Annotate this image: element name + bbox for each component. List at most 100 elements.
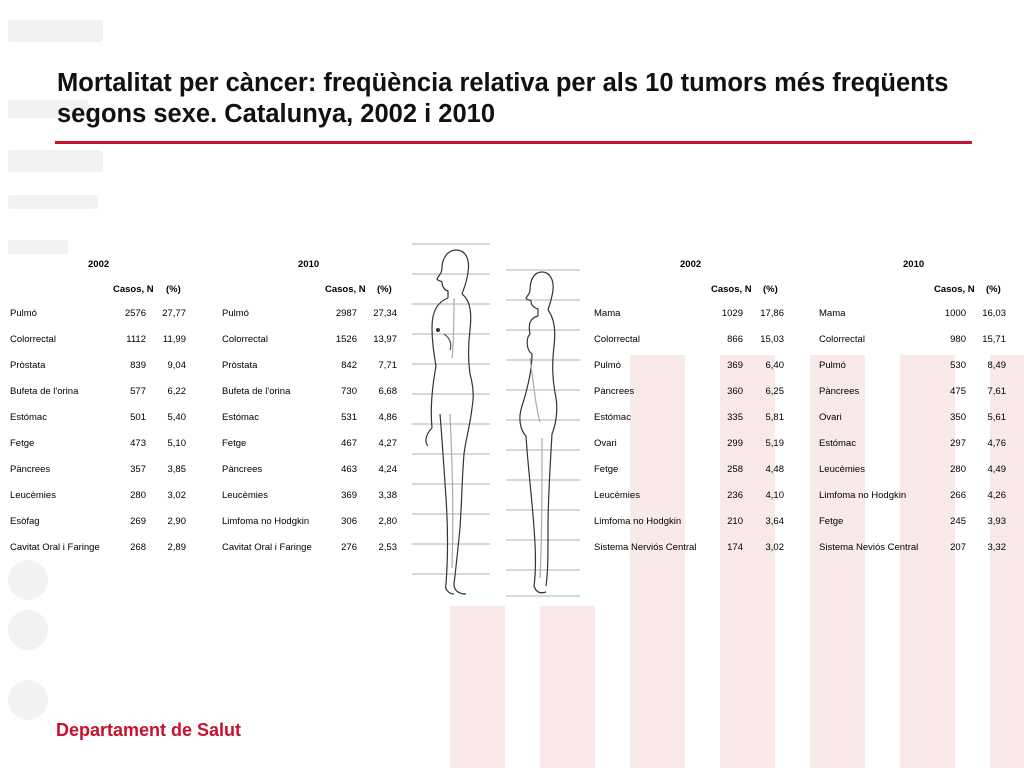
women-2010-percent: 4,49 — [987, 464, 1007, 475]
men-2010-tumor-name: Fetge — [222, 438, 247, 449]
women-2002-percent: 4,48 — [765, 464, 785, 475]
men-2002-cases: 501 — [130, 412, 146, 423]
men-2010-cases: 467 — [341, 438, 357, 449]
men-2002-tumor-name: Fetge — [10, 438, 35, 449]
men-2010-cases: 730 — [341, 386, 357, 397]
women-2010-cases: 245 — [950, 516, 966, 527]
men-2010-tumor-name: Pròstata — [222, 360, 258, 371]
men-2010-tumor-name: Bufeta de l'orina — [222, 386, 291, 397]
men-2002-percent: 2,89 — [167, 542, 187, 553]
men-2002-percent: 3,85 — [167, 464, 187, 475]
women-2010-percent: 7,61 — [987, 386, 1007, 397]
men-2010-percent: 4,24 — [378, 464, 398, 475]
women-col-pct-2002: (%) — [763, 284, 778, 295]
women-year-2002-header: 2002 — [680, 259, 702, 270]
women-2010-cases: 530 — [950, 360, 966, 371]
women-2002-cases: 1029 — [721, 308, 743, 319]
women-2002-percent: 6,25 — [765, 386, 785, 397]
men-year-2002-header: 2002 — [88, 259, 110, 270]
women-2010-percent: 3,93 — [987, 516, 1007, 527]
men-2010-tumor-name: Limfoma no Hodgkin — [222, 516, 310, 527]
women-2002-tumor-name: Sistema Nerviós Central — [594, 542, 697, 553]
women-2010-tumor-name: Estómac — [819, 438, 856, 449]
men-2002-cases: 473 — [130, 438, 146, 449]
men-2002-tumor-name: Estómac — [10, 412, 47, 423]
human-figures-illustration — [410, 238, 606, 606]
women-2010-cases: 297 — [950, 438, 966, 449]
women-2002-tumor-name: Fetge — [594, 464, 619, 475]
women-2010-percent: 16,03 — [982, 308, 1006, 319]
men-2002-cases: 357 — [130, 464, 146, 475]
men-2010-percent: 4,27 — [378, 438, 398, 449]
women-2010-cases: 266 — [950, 490, 966, 501]
women-2002-cases: 174 — [727, 542, 743, 553]
men-2010-percent: 6,68 — [378, 386, 398, 397]
women-2010-tumor-name: Colorrectal — [819, 334, 865, 345]
women-2010-tumor-name: Ovari — [819, 412, 842, 423]
men-2010-cases: 276 — [341, 542, 357, 553]
men-2010-tumor-name: Cavitat Oral i Faringe — [222, 542, 312, 553]
men-2010-tumor-name: Pàncrees — [222, 464, 263, 475]
women-2010-tumor-name: Pulmó — [819, 360, 846, 371]
footer-department: Departament de Salut — [56, 720, 242, 740]
women-2002-percent: 6,40 — [765, 360, 785, 371]
men-2010-tumor-name: Pulmó — [222, 308, 249, 319]
men-2002-cases: 269 — [130, 516, 146, 527]
women-2010-cases: 980 — [950, 334, 966, 345]
men-col-pct-2002: (%) — [166, 284, 181, 295]
men-2010-cases: 2987 — [335, 308, 357, 319]
women-2002-percent: 5,19 — [765, 438, 785, 449]
men-2010-cases: 1526 — [335, 334, 357, 345]
men-2010-cases: 306 — [341, 516, 357, 527]
men-2002-percent: 27,77 — [162, 308, 186, 319]
women-2010-cases: 207 — [950, 542, 966, 553]
women-2002-cases: 866 — [727, 334, 743, 345]
women-2002-percent: 5,81 — [765, 412, 785, 423]
women-2002-tumor-name: Limfoma no Hodgkin — [594, 516, 682, 527]
women-2010-tumor-name: Fetge — [819, 516, 844, 527]
women-2010-tumor-name: Sistema Neviós Central — [819, 542, 919, 553]
men-2010-percent: 2,80 — [378, 516, 398, 527]
men-2010-percent: 2,53 — [378, 542, 398, 553]
page-title: Mortalitat per càncer: freqüència relati… — [57, 69, 949, 128]
women-2002-cases: 258 — [727, 464, 743, 475]
men-2010-cases: 463 — [341, 464, 357, 475]
women-2010-tumor-name: Leucèmies — [819, 464, 865, 475]
women-2010-cases: 1000 — [944, 308, 966, 319]
women-year-2010-header: 2010 — [903, 259, 925, 270]
women-2002-tumor-name: Pàncrees — [594, 386, 635, 397]
men-2002-cases: 268 — [130, 542, 146, 553]
women-2002-tumor-name: Estómac — [594, 412, 631, 423]
men-2002-percent: 5,40 — [167, 412, 187, 423]
men-2002-tumor-name: Esòfag — [10, 516, 40, 527]
women-2002-cases: 335 — [727, 412, 743, 423]
men-2010-percent: 4,86 — [378, 412, 398, 423]
men-col-n-2002: Casos, N — [113, 284, 154, 295]
men-col-n-2010: Casos, N — [325, 284, 366, 295]
men-2002-percent: 9,04 — [167, 360, 187, 371]
men-2002-percent: 11,99 — [162, 334, 186, 345]
men-2010-cases: 842 — [341, 360, 357, 371]
women-2010-tumor-name: Limfoma no Hodgkin — [819, 490, 907, 501]
men-2010-percent: 27,34 — [373, 308, 397, 319]
men-2010-percent: 13,97 — [373, 334, 397, 345]
men-col-pct-2010: (%) — [377, 284, 392, 295]
men-2002-percent: 6,22 — [167, 386, 187, 397]
men-2002-tumor-name: Pròstata — [10, 360, 46, 371]
women-2002-cases: 210 — [727, 516, 743, 527]
women-2010-percent: 3,32 — [987, 542, 1007, 553]
men-2002-tumor-name: Pàncrees — [10, 464, 51, 475]
men-2010-tumor-name: Colorrectal — [222, 334, 268, 345]
women-2010-percent: 5,61 — [987, 412, 1007, 423]
men-2010-cases: 531 — [341, 412, 357, 423]
male-figure — [425, 249, 474, 595]
women-2002-percent: 3,02 — [765, 542, 785, 553]
women-2010-cases: 475 — [950, 386, 966, 397]
women-2002-percent: 4,10 — [765, 490, 785, 501]
women-2002-cases: 360 — [727, 386, 743, 397]
men-2002-tumor-name: Cavitat Oral i Faringe — [10, 542, 100, 553]
women-2002-cases: 236 — [727, 490, 743, 501]
women-2002-cases: 369 — [727, 360, 743, 371]
women-2010-cases: 350 — [950, 412, 966, 423]
men-2002-cases: 839 — [130, 360, 146, 371]
